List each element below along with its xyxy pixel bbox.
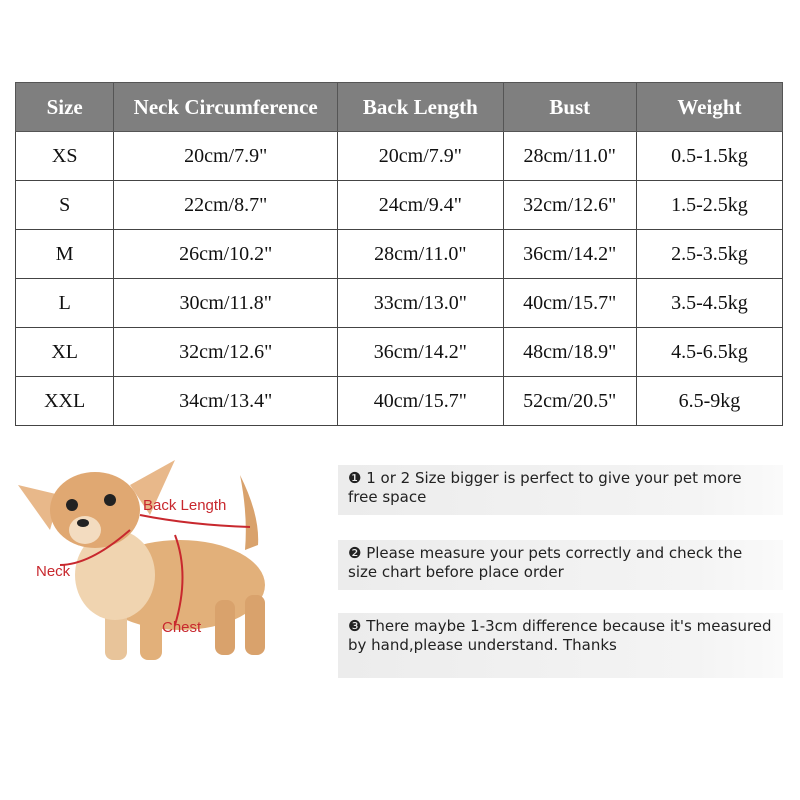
column-header: Neck Circumference [113,82,339,132]
column-header: Back Length [337,82,504,132]
table-cell: XS [14,131,115,181]
dog-illustration [18,460,265,660]
table-cell: 4.5-6.5kg [635,327,784,377]
table-cell: 52cm/20.5" [502,376,637,426]
table-cell: 26cm/10.2" [113,229,339,279]
note-3: ❸ There maybe 1-3cm difference because i… [338,613,783,678]
note-2: ❷ Please measure your pets correctly and… [338,540,783,590]
table-cell: 0.5-1.5kg [635,131,784,181]
note-1: ❶ 1 or 2 Size bigger is perfect to give … [338,465,783,515]
table-row: XXL 34cm/13.4" 40cm/15.7" 52cm/20.5" 6.5-9kg [14,376,784,426]
table-cell: 32cm/12.6" [502,180,637,230]
table-cell: 24cm/9.4" [337,180,504,230]
table-cell: 6.5-9kg [635,376,784,426]
table-cell: 3.5-4.5kg [635,278,784,328]
table-cell: 30cm/11.8" [113,278,339,328]
table-row: M 26cm/10.2" 28cm/11.0" 36cm/14.2" 2.5-3.5kg [14,229,784,279]
table-cell: 33cm/13.0" [337,278,504,328]
table-cell: XXL [14,376,115,426]
table-cell: 32cm/12.6" [113,327,339,377]
table-cell: 2.5-3.5kg [635,229,784,279]
column-header: Size [14,82,115,132]
table-cell: 20cm/7.9" [337,131,504,181]
chest-label: Chest [162,619,202,636]
table-cell: 28cm/11.0" [337,229,504,279]
table-cell: 40cm/15.7" [337,376,504,426]
table-cell: 34cm/13.4" [113,376,339,426]
dog-measurement-diagram: Back Length Neck Chest [18,460,265,660]
column-header: Weight [635,82,784,132]
table-cell: 1.5-2.5kg [635,180,784,230]
table-row: S 22cm/8.7" 24cm/9.4" 32cm/12.6" 1.5-2.5kg [14,180,784,230]
table-row: XL 32cm/12.6" 36cm/14.2" 48cm/18.9" 4.5-6.5k… [14,327,784,377]
table-row: XS 20cm/7.9" 20cm/7.9" 28cm/11.0" 0.5-1.5kg [14,131,784,181]
table-cell: 28cm/11.0" [502,131,637,181]
table-cell: 48cm/18.9" [502,327,637,377]
table-cell: L [14,278,115,328]
table-cell: M [14,229,115,279]
table-cell: XL [14,327,115,377]
table-cell: 20cm/7.9" [113,131,339,181]
column-header: Bust [502,82,637,132]
size-chart-table: Size Neck Circumference Back Length Bust Wei… [14,82,784,426]
table-row: L 30cm/11.8" 33cm/13.0" 40cm/15.7" 3.5-4.5kg [14,278,784,328]
table-cell: S [14,180,115,230]
neck-label: Neck [36,563,71,580]
table-cell: 36cm/14.2" [502,229,637,279]
measurement-arrows [59,514,251,626]
back-length-label: Back Length [143,497,226,514]
table-cell: 40cm/15.7" [502,278,637,328]
table-cell: 36cm/14.2" [337,327,504,377]
table-cell: 22cm/8.7" [113,180,339,230]
